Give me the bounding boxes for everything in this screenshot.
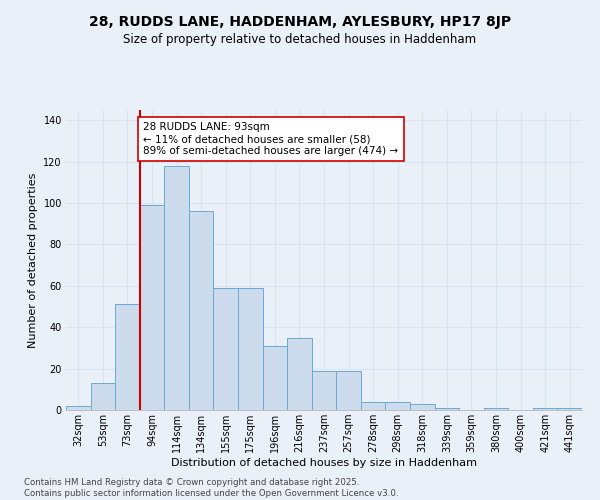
Text: Size of property relative to detached houses in Haddenham: Size of property relative to detached ho… bbox=[124, 32, 476, 46]
Bar bbox=[336, 370, 361, 410]
Bar bbox=[287, 338, 312, 410]
Bar bbox=[361, 402, 385, 410]
Bar bbox=[115, 304, 140, 410]
Text: 28 RUDDS LANE: 93sqm
← 11% of detached houses are smaller (58)
89% of semi-detac: 28 RUDDS LANE: 93sqm ← 11% of detached h… bbox=[143, 122, 398, 156]
X-axis label: Distribution of detached houses by size in Haddenham: Distribution of detached houses by size … bbox=[171, 458, 477, 468]
Bar bbox=[385, 402, 410, 410]
Bar bbox=[189, 212, 214, 410]
Bar bbox=[214, 288, 238, 410]
Bar bbox=[557, 408, 582, 410]
Y-axis label: Number of detached properties: Number of detached properties bbox=[28, 172, 38, 348]
Bar bbox=[484, 408, 508, 410]
Bar bbox=[434, 408, 459, 410]
Bar bbox=[263, 346, 287, 410]
Bar bbox=[66, 406, 91, 410]
Bar bbox=[410, 404, 434, 410]
Bar bbox=[140, 205, 164, 410]
Bar bbox=[533, 408, 557, 410]
Bar bbox=[238, 288, 263, 410]
Bar bbox=[164, 166, 189, 410]
Bar bbox=[312, 370, 336, 410]
Text: 28, RUDDS LANE, HADDENHAM, AYLESBURY, HP17 8JP: 28, RUDDS LANE, HADDENHAM, AYLESBURY, HP… bbox=[89, 15, 511, 29]
Bar bbox=[91, 383, 115, 410]
Text: Contains HM Land Registry data © Crown copyright and database right 2025.
Contai: Contains HM Land Registry data © Crown c… bbox=[24, 478, 398, 498]
